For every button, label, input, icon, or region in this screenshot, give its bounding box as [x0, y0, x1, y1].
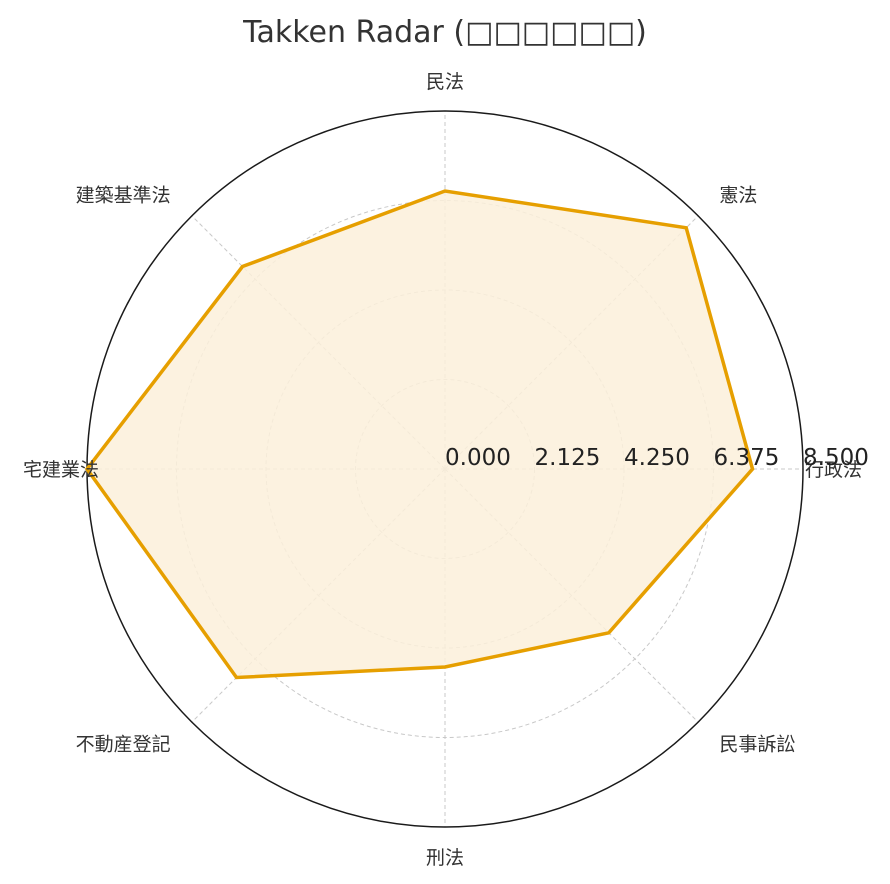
- category-label-4: 宅建業法: [23, 459, 99, 481]
- series-line-0: [84, 189, 755, 680]
- category-label-3: 建築基準法: [76, 185, 171, 207]
- category-label-1: 憲法: [719, 185, 757, 207]
- radial-tick-label-0: 0.000: [445, 445, 511, 471]
- radial-tick-label-2: 4.250: [624, 445, 690, 471]
- data-layer: [84, 189, 755, 680]
- category-label-7: 民事訴訟: [719, 733, 795, 755]
- radial-tick-label-1: 2.125: [535, 445, 601, 471]
- series-area-0: [87, 191, 753, 678]
- category-label-6: 刑法: [426, 847, 464, 869]
- category-label-2: 民法: [426, 71, 464, 93]
- radial-tick-label-3: 6.375: [714, 445, 780, 471]
- radial-tick-label-4: 8.500: [803, 445, 869, 471]
- chart-title: Takken Radar (□□□□□□): [242, 15, 647, 50]
- category-label-0: 行政法: [805, 459, 862, 481]
- category-label-5: 不動産登記: [76, 733, 171, 755]
